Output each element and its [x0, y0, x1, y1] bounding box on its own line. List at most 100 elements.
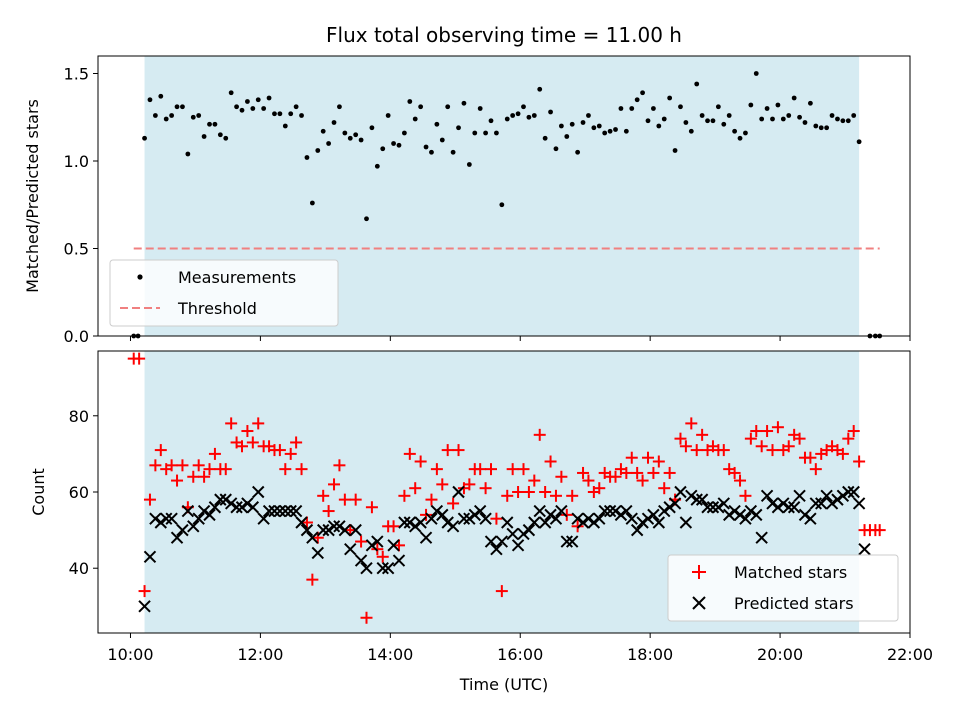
predicted-star-point: [782, 501, 795, 514]
matched-star-point: [555, 470, 568, 483]
x-axis-label: Time (UTC): [459, 675, 548, 694]
ratio-y-ticks: 0.0 0.5 1.0 1.5: [64, 65, 98, 346]
measurement-point: [385, 113, 391, 118]
matched-star-point: [734, 474, 747, 487]
measurement-point: [726, 113, 732, 118]
legend-matched-marker: [692, 565, 706, 579]
measurement-point: [282, 123, 288, 129]
predicted-star-point: [327, 520, 341, 533]
matched-star-point: [171, 474, 184, 487]
predicted-star-point: [387, 539, 400, 552]
measurement-point: [326, 141, 332, 146]
matched-star-point: [420, 508, 433, 521]
measurement-point: [613, 127, 618, 132]
predicted-star-point: [246, 501, 260, 514]
legend-threshold-label: Threshold: [177, 299, 257, 318]
ratio-panel: 0.0 0.5 1.0 1.5 Matched/Predicted stars Mea…: [23, 55, 911, 346]
predicted-star-point: [506, 527, 519, 541]
predicted-star-point: [760, 489, 774, 503]
predicted-star-point: [495, 535, 509, 548]
predicted-star-point: [836, 489, 850, 503]
x-tick-label: 22:00: [887, 645, 933, 664]
matched-star-point: [842, 432, 855, 445]
predicted-star-point: [728, 504, 741, 518]
measurement-point: [710, 118, 716, 124]
x-tick-label: 10:00: [107, 645, 153, 664]
matched-star-point: [225, 417, 238, 430]
measurement-point: [299, 113, 304, 118]
matched-star-point: [322, 505, 335, 518]
measurement-point: [212, 121, 218, 127]
matched-star-point: [409, 482, 422, 495]
matched-star-point: [739, 489, 752, 502]
measurement-point: [494, 130, 499, 136]
matched-star-point: [750, 425, 763, 438]
predicted-star-point: [815, 497, 828, 510]
predicted-star-point: [831, 493, 844, 506]
predicted-star-point: [603, 504, 617, 518]
measurement-point: [380, 146, 386, 152]
predicted-star-point: [349, 523, 362, 537]
measurement-point: [791, 95, 797, 101]
predicted-star-point: [176, 523, 189, 537]
matched-star-point: [279, 463, 292, 476]
matched-star-point: [533, 428, 546, 441]
matched-star-point: [636, 474, 649, 487]
measurement-point: [396, 142, 402, 148]
matched-star-point: [436, 478, 449, 491]
predicted-star-point: [479, 512, 492, 525]
measurement-point: [537, 86, 543, 92]
measurement-point: [548, 109, 553, 115]
measurement-point: [250, 106, 256, 111]
predicted-star-point: [333, 520, 346, 533]
predicted-star-point: [360, 562, 373, 575]
predicted-star-point: [154, 516, 168, 529]
predicted-star-point: [376, 562, 389, 575]
predicted-star-point: [311, 546, 324, 560]
matched-star-point: [203, 463, 216, 476]
predicted-star-point: [750, 508, 763, 522]
measurement-point: [147, 97, 153, 103]
predicted-star-point: [457, 512, 471, 525]
matched-star-point: [641, 451, 654, 464]
measurement-point: [315, 148, 321, 153]
predicted-star-point: [284, 504, 297, 518]
y-tick-label: 60: [69, 483, 89, 502]
matched-star-point: [853, 455, 866, 468]
predicted-star-point: [706, 501, 720, 514]
predicted-star-point: [268, 504, 281, 518]
measurement-point: [158, 93, 164, 99]
measurement-point: [818, 125, 824, 131]
count-y-ticks: 40 60 80: [69, 407, 98, 578]
measurement-point: [169, 113, 175, 118]
predicted-star-point: [598, 504, 611, 518]
matched-star-point: [620, 466, 633, 479]
predicted-star-point: [793, 489, 806, 503]
predicted-star-point: [771, 501, 785, 514]
predicted-star-point: [300, 523, 314, 537]
measurement-point: [401, 130, 407, 136]
matched-star-point: [506, 463, 519, 476]
count-legend: Matched stars Predicted stars: [667, 554, 899, 622]
predicted-star-point: [419, 531, 433, 544]
predicted-star-point: [722, 508, 736, 522]
predicted-star-point: [289, 504, 303, 518]
predicted-star-point: [695, 493, 709, 506]
legend-predicted-label: Predicted stars: [734, 594, 854, 613]
predicted-star-point: [739, 512, 752, 525]
predicted-star-point: [235, 501, 249, 514]
measurement-point: [217, 132, 223, 138]
measurement-point: [174, 104, 180, 110]
measurement-point: [261, 106, 267, 111]
measurement-point: [423, 144, 429, 150]
matched-star-point: [679, 440, 692, 453]
measurement-point: [607, 128, 613, 134]
matched-star-point: [360, 611, 373, 624]
matched-star-point: [560, 508, 573, 521]
matched-star-point: [782, 440, 795, 453]
predicted-star-point: [452, 485, 465, 499]
predicted-star-point: [138, 600, 151, 613]
predicted-star-point: [371, 535, 384, 548]
predicted-star-point: [430, 504, 444, 518]
